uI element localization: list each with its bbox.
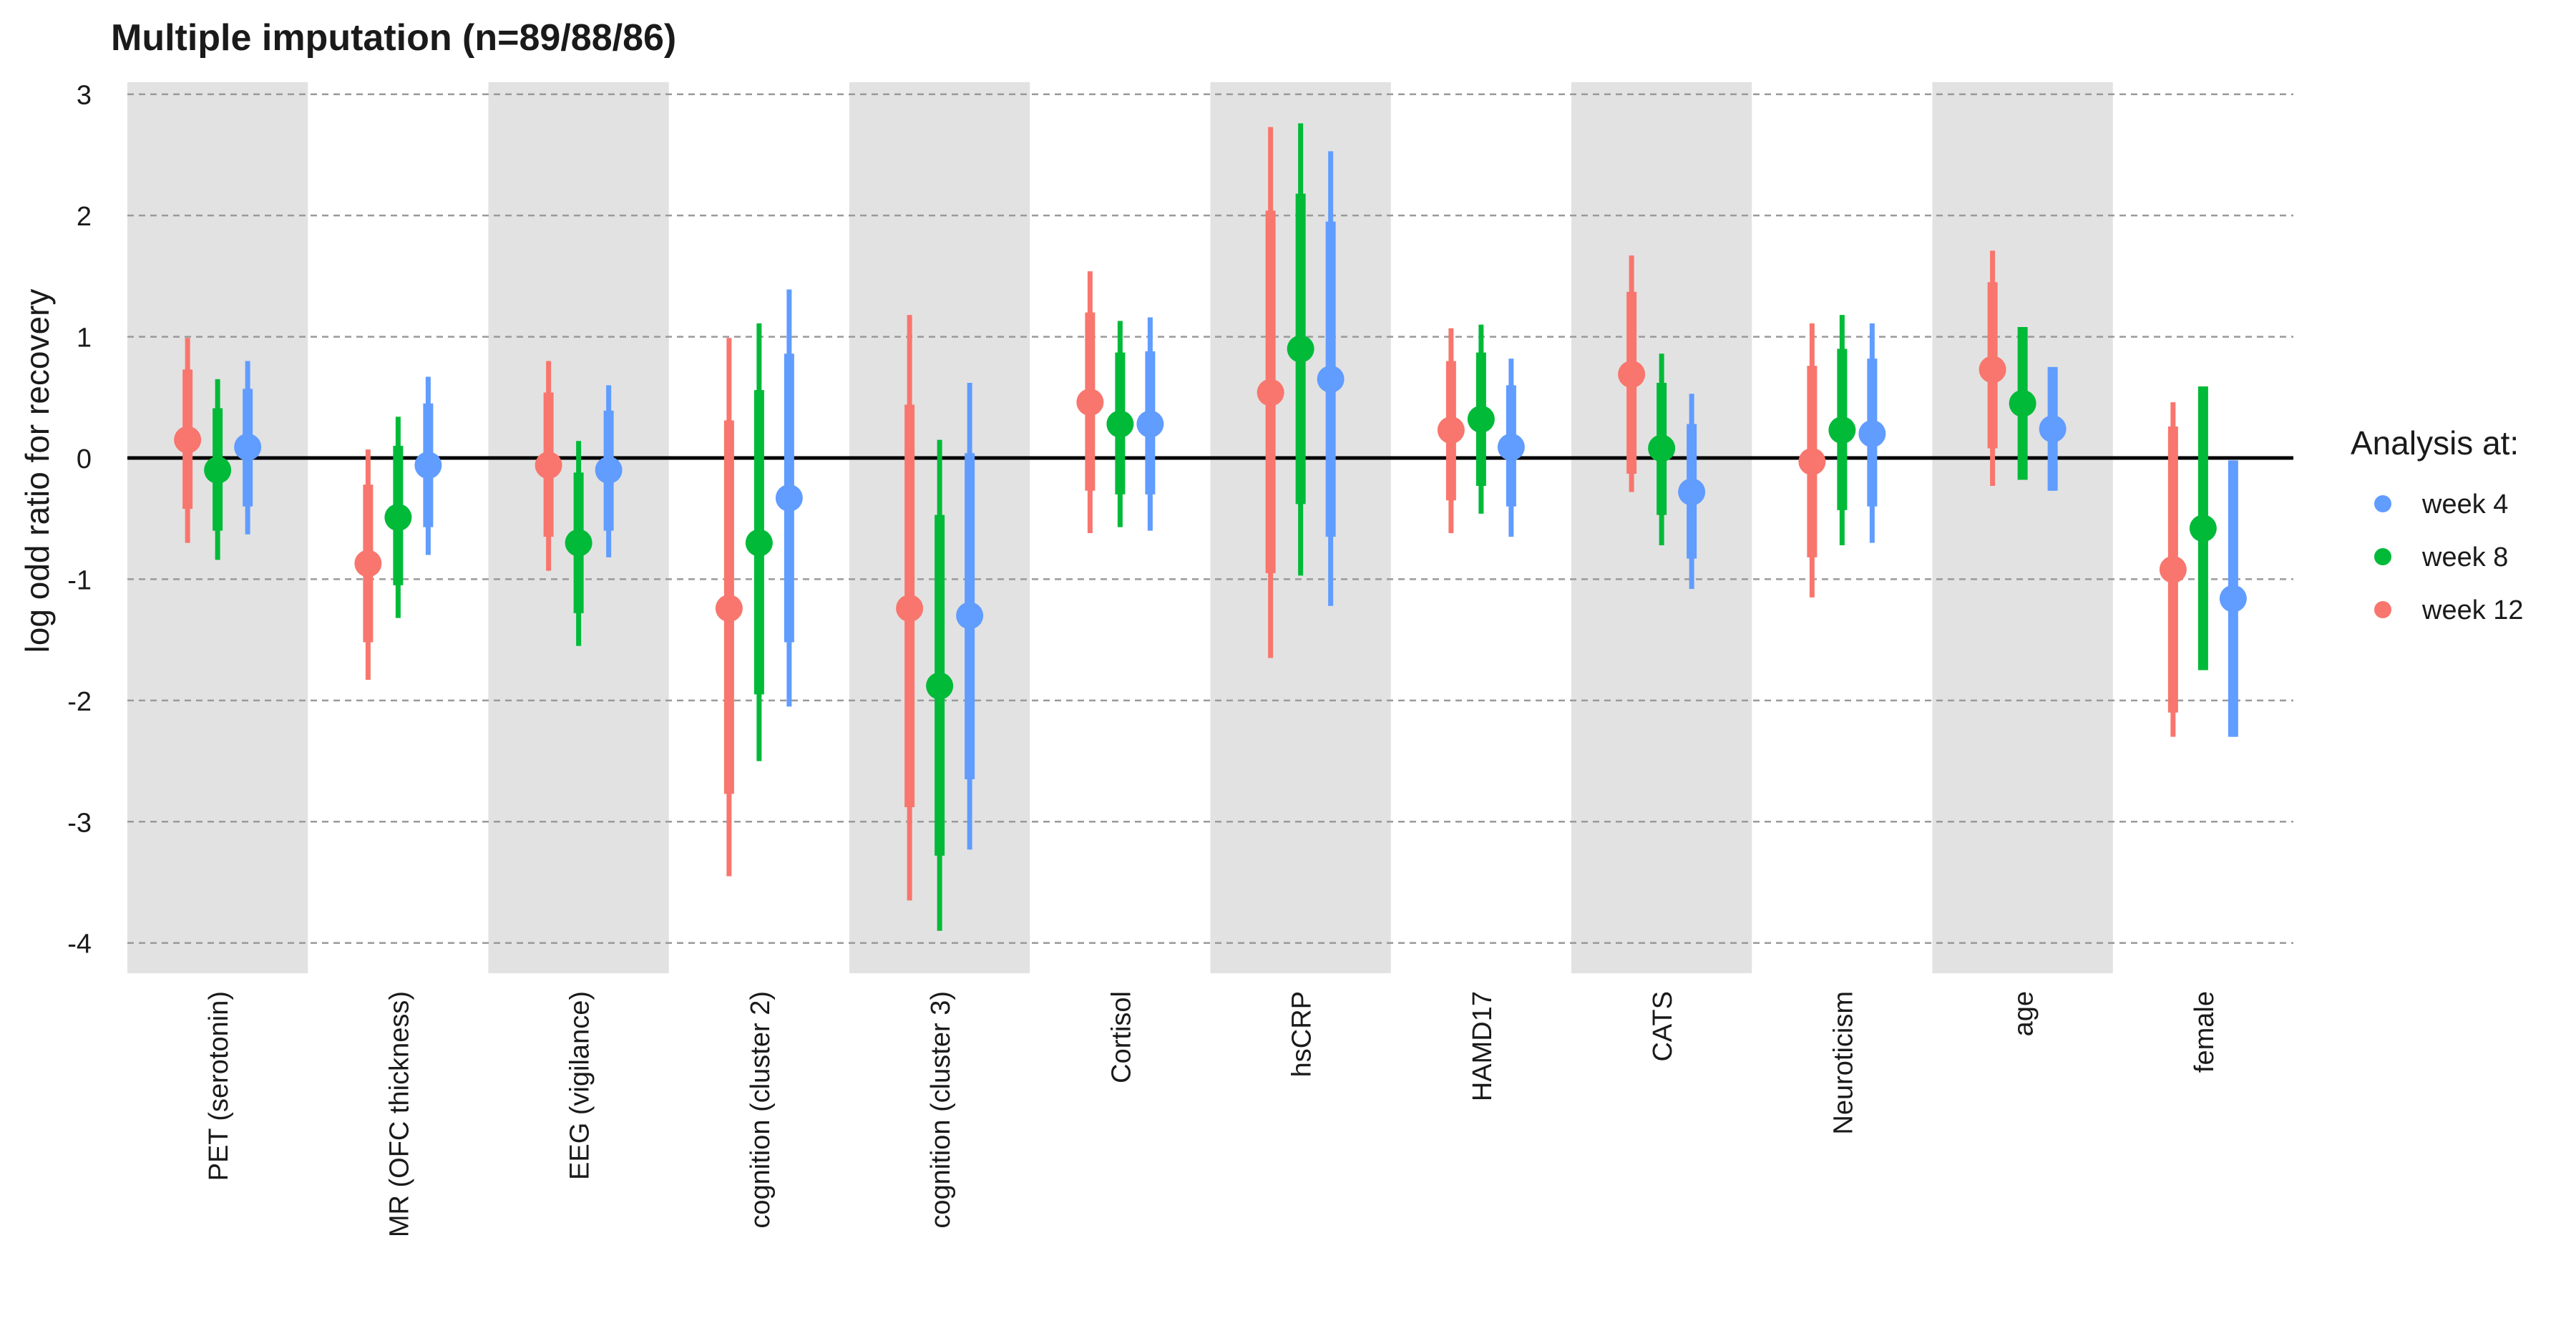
legend-title: Analysis at:: [2351, 424, 2519, 462]
point-estimate: [1467, 405, 1495, 433]
x-tick-label: PET (serotonin): [204, 991, 234, 1181]
legend: Analysis at: week 4 week 8 week 12: [2351, 424, 2524, 625]
point-estimate: [2219, 585, 2247, 613]
point-estimate: [715, 595, 743, 623]
point-estimate: [745, 529, 773, 557]
x-tick-label: hsCRP: [1287, 991, 1317, 1077]
legend-label: week 8: [2421, 542, 2508, 572]
y-tick-label: 3: [77, 81, 92, 111]
point-estimate: [1858, 420, 1886, 448]
point-estimate: [2039, 415, 2067, 443]
point-estimate: [1678, 478, 1706, 506]
legend-swatch: [2374, 495, 2391, 512]
y-tick-label: -3: [67, 808, 92, 838]
y-tick-label: -2: [67, 687, 92, 717]
point-estimate: [1136, 410, 1164, 438]
x-tick-label: HAMD17: [1468, 991, 1498, 1101]
point-estimate: [2009, 389, 2036, 417]
point-estimate: [1257, 379, 1284, 406]
point-estimate: [1979, 356, 2006, 384]
point-estimate: [384, 504, 412, 532]
data-marks: [174, 123, 2247, 931]
point-estimate: [2189, 515, 2217, 542]
x-tick-label: Cortisol: [1106, 991, 1136, 1083]
y-tick-label: -1: [67, 565, 92, 595]
point-estimate: [956, 602, 984, 630]
legend-items: week 4 week 8 week 12: [2374, 489, 2524, 625]
chart-title: Multiple imputation (n=89/88/86): [111, 17, 676, 59]
point-estimate: [1618, 361, 1646, 389]
x-tick-label: cognition (cluster 3): [926, 991, 956, 1229]
y-tick-label: 2: [77, 202, 92, 232]
x-axis-tick-labels: PET (serotonin) MR (OFC thickness) EEG (vi…: [204, 991, 2220, 1237]
y-axis-tick-labels: 3 2 1 0 -1 -2 -3 -4: [67, 81, 92, 960]
point-estimate: [1317, 365, 1345, 393]
point-estimate: [535, 452, 562, 479]
x-tick-label: Neuroticism: [1828, 991, 1858, 1135]
legend-swatch: [2374, 601, 2391, 618]
point-estimate: [354, 550, 382, 577]
point-estimate: [414, 452, 442, 479]
y-axis-title: log odd ratio for recovery: [19, 289, 56, 653]
legend-label: week 12: [2421, 595, 2524, 625]
y-tick-label: 0: [77, 444, 92, 474]
point-estimate: [1798, 448, 1826, 476]
y-tick-label: 1: [77, 323, 92, 353]
point-estimate: [174, 426, 202, 454]
point-estimate: [1076, 389, 1104, 416]
category-band: [1932, 82, 2113, 974]
point-estimate: [1497, 433, 1525, 461]
x-tick-label: CATS: [1648, 991, 1678, 1062]
x-tick-label: female: [2190, 991, 2220, 1073]
point-estimate: [1828, 416, 1856, 444]
point-estimate: [234, 433, 262, 461]
y-tick-label: -4: [67, 930, 92, 960]
point-estimate: [926, 672, 954, 700]
y-gridlines: [127, 93, 2293, 944]
x-tick-label: MR (OFC thickness): [384, 991, 414, 1237]
point-estimate: [2159, 555, 2187, 583]
point-estimate: [896, 595, 924, 623]
point-estimate: [1287, 335, 1314, 363]
point-estimate: [565, 529, 592, 557]
legend-swatch: [2374, 548, 2391, 565]
point-estimate: [1106, 410, 1134, 438]
series-week-8: [204, 123, 2217, 931]
point-estimate: [775, 484, 803, 512]
point-estimate: [1437, 416, 1465, 444]
point-estimate: [204, 456, 232, 484]
legend-label: week 4: [2421, 489, 2508, 520]
series-week-4: [234, 151, 2247, 850]
point-estimate: [595, 456, 623, 484]
series-week-12: [174, 127, 2187, 901]
x-tick-label: cognition (cluster 2): [746, 991, 776, 1229]
x-tick-label: age: [2009, 991, 2039, 1036]
point-estimate: [1648, 434, 1676, 462]
x-tick-label: EEG (vigilance): [565, 991, 595, 1180]
